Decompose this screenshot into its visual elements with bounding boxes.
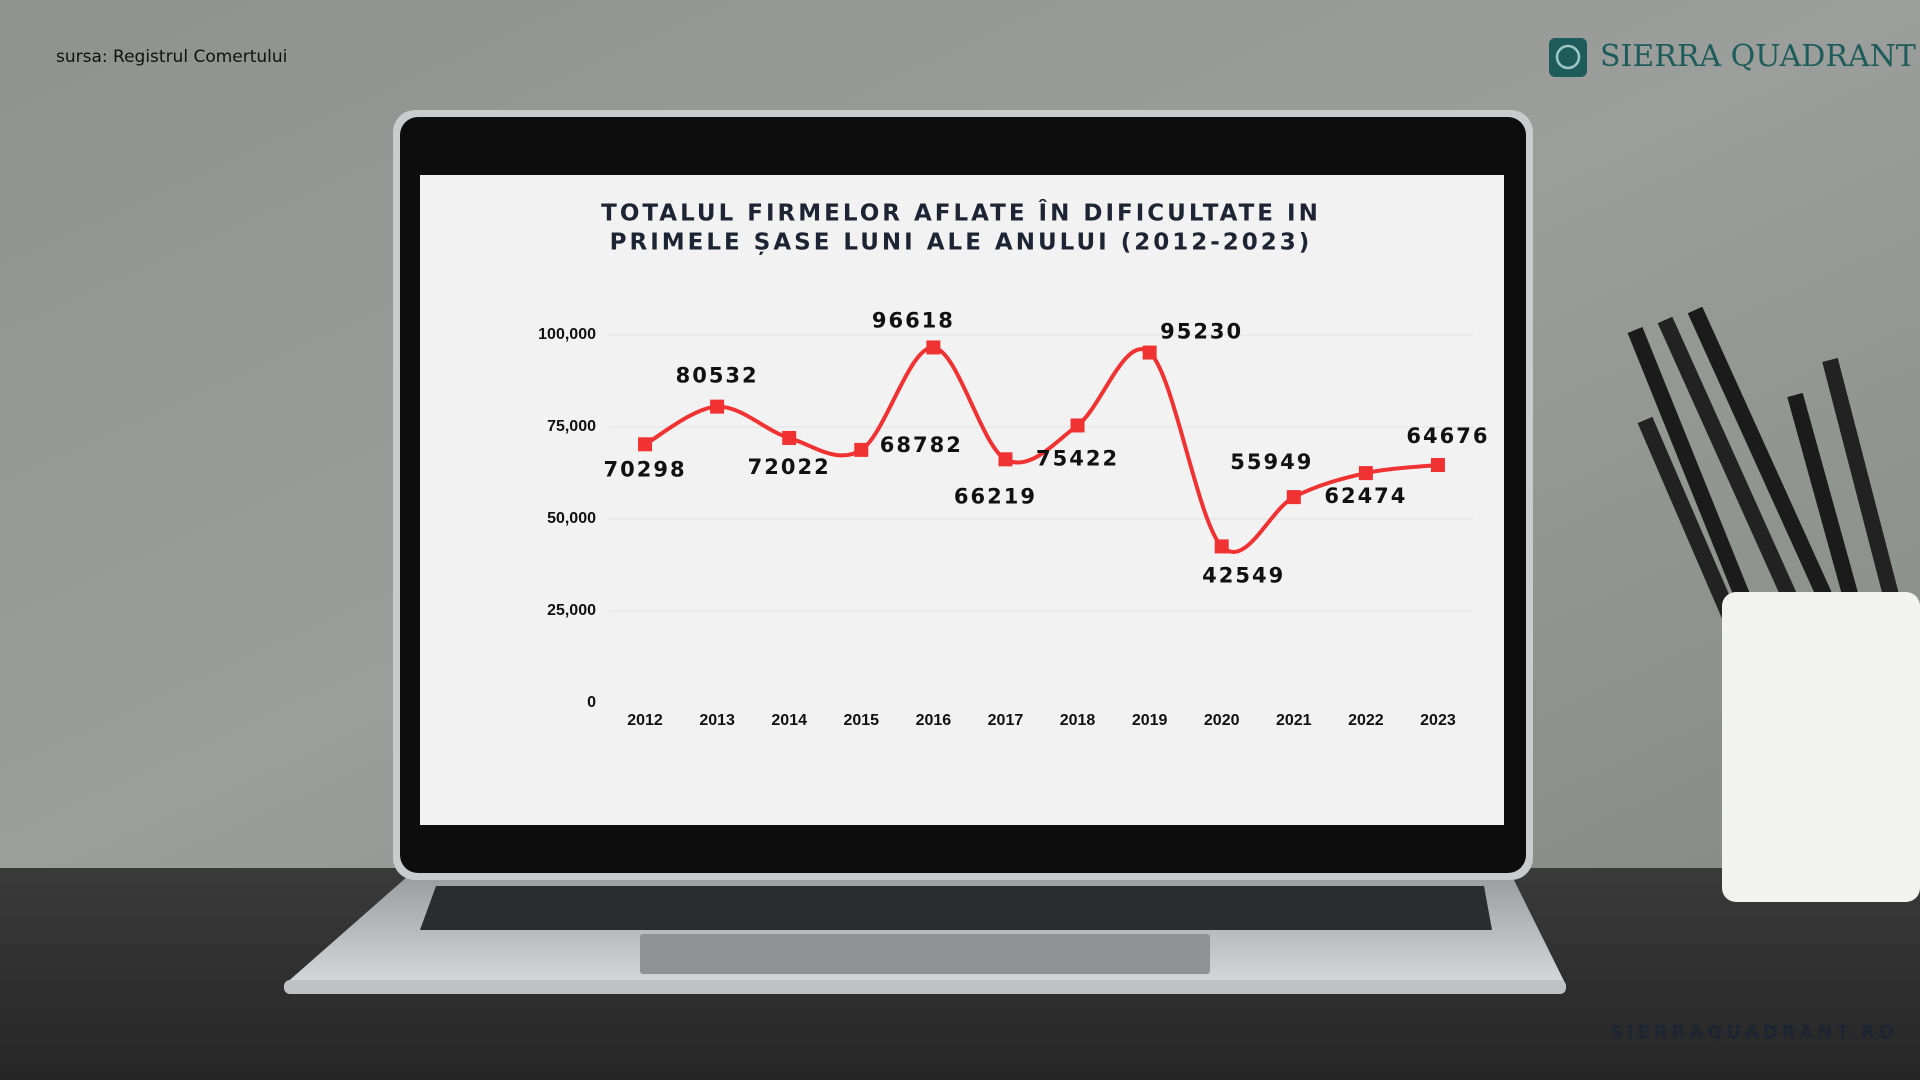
value-label: 80532	[676, 364, 759, 388]
x-tick-label: 2012	[627, 712, 663, 729]
y-tick-label: 0	[587, 694, 596, 711]
x-tick-label: 2018	[1060, 712, 1096, 729]
x-tick-label: 2016	[916, 712, 952, 729]
logo-ring	[1555, 44, 1581, 70]
y-tick-label: 50,000	[547, 510, 596, 527]
marker	[1358, 466, 1373, 481]
source: sursa: Registrul Comertului	[56, 47, 287, 67]
marker	[998, 452, 1013, 467]
value-label: 55949	[1230, 450, 1313, 474]
chart-title: TOTALUL FIRMELOR AFLATE ÎN DIFICULTATE I…	[601, 199, 1321, 227]
value-label: 96618	[872, 308, 955, 332]
marker	[638, 437, 653, 452]
marker	[1214, 539, 1229, 554]
pencil-cup	[1722, 592, 1920, 902]
value-label: 42549	[1202, 563, 1285, 587]
marker	[1070, 418, 1085, 433]
value-label: 68782	[880, 433, 963, 457]
value-label: 72022	[748, 455, 831, 479]
value-label: 70298	[604, 457, 687, 481]
y-tick-label: 25,000	[547, 602, 596, 619]
keyboard	[420, 886, 1492, 930]
value-label: 62474	[1324, 484, 1407, 508]
value-label: 95230	[1160, 320, 1243, 344]
marker	[782, 430, 797, 445]
y-tick-label: 75,000	[547, 418, 596, 435]
marker	[926, 340, 941, 355]
marker	[1142, 345, 1157, 360]
x-tick-label: 2020	[1204, 712, 1240, 729]
laptop-edge	[284, 980, 1566, 994]
website: SIERRAQUADRANT.RO	[1610, 1022, 1898, 1043]
pencils	[1627, 306, 1908, 644]
marker	[1430, 457, 1445, 472]
x-tick-label: 2021	[1276, 712, 1312, 729]
x-tick-label: 2023	[1420, 712, 1456, 729]
chart-title: PRIMELE ȘASE LUNI ALE ANULUI (2012-2023)	[610, 230, 1313, 256]
marker	[710, 399, 725, 414]
marker	[1286, 490, 1301, 505]
screen	[420, 175, 1504, 825]
x-tick-label: 2019	[1132, 712, 1168, 729]
value-label: 75422	[1036, 446, 1119, 470]
x-tick-label: 2022	[1348, 712, 1384, 729]
logo-icon	[1549, 38, 1587, 77]
x-tick-label: 2014	[771, 712, 807, 729]
trackpad	[640, 934, 1210, 974]
y-tick-label: 100,000	[538, 326, 596, 343]
value-label: 64676	[1406, 424, 1489, 448]
value-label: 66219	[954, 484, 1037, 508]
x-tick-label: 2017	[988, 712, 1024, 729]
marker	[854, 442, 869, 457]
x-tick-label: 2015	[843, 712, 879, 729]
brand: SIERRA QUADRANT	[1600, 39, 1916, 74]
x-tick-label: 2013	[699, 712, 735, 729]
